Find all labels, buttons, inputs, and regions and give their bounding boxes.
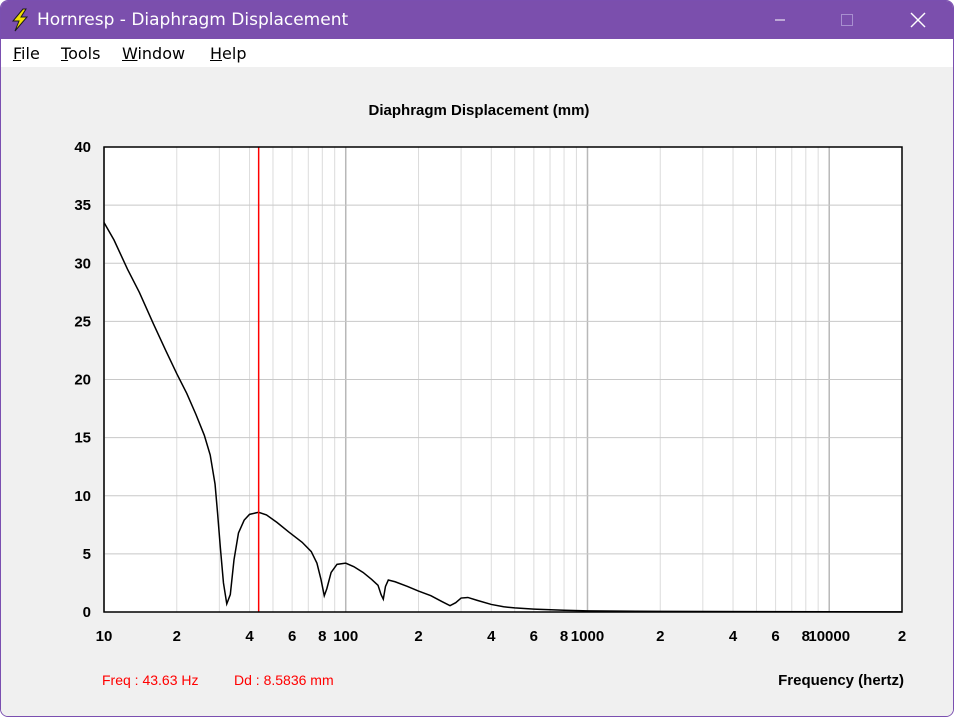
y-tick-label: 10: [74, 488, 91, 505]
x-tick-label: 8: [560, 628, 568, 645]
menu-tools-mnemonic: T: [61, 44, 69, 63]
maximize-button: [827, 1, 873, 39]
menu-file-label: ile: [21, 44, 40, 63]
x-tick-label: 6: [530, 628, 538, 645]
menu-window-mnemonic: W: [122, 44, 138, 63]
menu-bar: File Tools Window Help: [1, 39, 953, 67]
x-tick-label: 6: [288, 628, 296, 645]
status-freq: Freq : 43.63 Hz: [102, 672, 199, 688]
close-button[interactable]: [895, 1, 941, 39]
status-dd: Dd : 8.5836 mm: [234, 672, 334, 688]
y-tick-label: 5: [83, 546, 91, 563]
x-tick-label: 2: [173, 628, 181, 645]
menu-file-mnemonic: F: [13, 44, 22, 63]
menu-file[interactable]: File: [13, 45, 40, 63]
menu-window[interactable]: Window: [122, 45, 185, 63]
maximize-icon: [841, 14, 853, 26]
menu-tools[interactable]: Tools: [61, 45, 100, 63]
x-tick-label: 6: [771, 628, 779, 645]
displacement-curve: [103, 222, 903, 613]
y-tick-label: 40: [74, 139, 91, 156]
y-tick-label: 35: [74, 197, 91, 214]
x-tick-label: 4: [487, 628, 496, 645]
plot-frame: [103, 146, 903, 613]
x-tick-label: 10: [96, 628, 113, 645]
y-tick-label: 15: [74, 430, 91, 447]
x-tick-label: 2: [414, 628, 422, 645]
minimize-button[interactable]: [757, 1, 803, 39]
y-tick-label: 0: [83, 604, 91, 621]
menu-help[interactable]: Help: [210, 45, 246, 63]
menu-help-label: elp: [222, 44, 247, 63]
x-tick-label: 4: [245, 628, 254, 645]
close-icon: [910, 12, 926, 28]
minimize-icon: [775, 19, 785, 21]
x-tick-label: 2: [656, 628, 664, 645]
menu-window-label: indow: [137, 44, 186, 63]
grid-lines: [103, 146, 903, 613]
x-axis-label: Frequency (hertz): [778, 672, 904, 689]
chart-title: Diaphragm Displacement (mm): [369, 102, 590, 119]
menu-tools-label: ools: [68, 44, 101, 63]
displacement-chart[interactable]: Diaphragm Displacement (mm) 0 5 10 15 20 25 30…: [1, 67, 953, 716]
lightning-bolt-icon: [11, 8, 29, 32]
x-tick-label: 10000: [808, 628, 850, 645]
x-tick-label: 4: [729, 628, 738, 645]
title-bar[interactable]: Hornresp - Diaphragm Displacement: [1, 1, 953, 39]
x-tick-label: 2: [898, 628, 906, 645]
x-tick-label: 100: [333, 628, 358, 645]
window-title: Hornresp - Diaphragm Displacement: [37, 10, 349, 30]
y-tick-label: 30: [74, 255, 91, 272]
chart-area[interactable]: Diaphragm Displacement (mm) 0 5 10 15 20 25 30…: [1, 67, 953, 716]
x-tick-label: 8: [802, 628, 810, 645]
y-tick-label: 20: [74, 372, 91, 389]
y-axis-labels: 0 5 10 15 20 25 30 35 40: [74, 139, 91, 621]
y-tick-label: 25: [74, 313, 91, 330]
menu-help-mnemonic: H: [210, 44, 223, 63]
x-tick-label: 1000: [571, 628, 604, 645]
x-tick-label: 8: [318, 628, 326, 645]
